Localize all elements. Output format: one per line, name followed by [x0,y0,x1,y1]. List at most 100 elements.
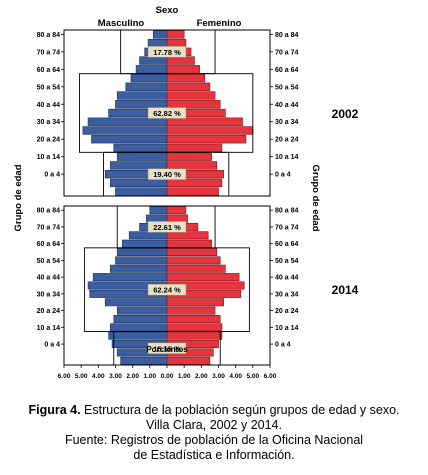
bar-male-2002-0 [152,30,168,39]
caption-line-4: de Estadística e Información. [133,448,295,462]
bar-male-2002-12 [91,135,168,144]
bar-male-2002-4 [135,65,168,74]
bar-female-2014-15 [166,331,223,340]
x-tick-label-4: 2.00 [126,373,139,380]
category-label-right-2014-4: 40 a 44 [275,275,298,282]
category-label-left-2014-2: 60 a 64 [37,241,60,248]
bar-female-2014-3 [166,231,209,240]
bar-female-2002-3 [166,56,195,65]
x-tick-label-8: 2.00 [195,373,208,380]
bar-male-2002-11 [82,126,168,135]
bar-male-2014-5 [116,248,168,257]
bar-male-2014-14 [110,323,168,332]
category-label-left-2002-5: 30 a 34 [37,119,60,126]
category-label-right-2002-4: 40 a 44 [275,102,298,109]
bar-female-2014-7 [166,264,226,273]
box-label-2002-0: 17.78 % [153,48,181,57]
bar-male-2002-8 [115,100,168,109]
bar-female-2002-10 [166,117,243,126]
category-label-right-2014-6: 20 a 24 [275,308,298,315]
bar-male-2014-0 [149,206,168,215]
bar-male-2014-18 [120,356,168,365]
bar-female-2014-11 [166,298,224,307]
bar-female-2014-5 [166,248,218,257]
category-label-left-2014-4: 40 a 44 [37,275,60,282]
box-label-2002-2: 19.40 % [153,170,181,179]
bar-female-2002-17 [166,178,223,188]
x-tick-label-12: 6.00 [264,373,277,380]
category-label-right-2014-7: 10 a 14 [275,325,298,332]
category-label-left-2014-7: 10 a 14 [37,325,60,332]
category-label-left-2014-1: 70 a 74 [37,224,60,231]
bar-male-2014-6 [115,256,168,265]
bar-female-2002-18 [166,187,219,196]
category-label-left-2002-7: 10 a 14 [37,154,60,161]
bar-female-2002-7 [166,91,216,100]
category-label-left-2002-8: 0 a 4 [44,172,60,179]
figure-caption: Figura 4. Estructura de la población seg… [0,403,428,463]
bar-female-2002-13 [166,143,223,153]
bar-female-2014-14 [166,323,223,332]
bar-male-2002-18 [115,187,168,196]
bar-male-2014-8 [92,273,168,282]
bar-male-2002-15 [110,161,168,170]
category-label-right-2002-2: 60 a 64 [275,67,298,74]
y-axis-label-right: Grupo de edad [310,164,321,231]
bar-female-2002-0 [166,30,185,39]
bar-female-2002-1 [166,38,187,48]
x-tick-label-9: 3.00 [212,373,225,380]
bar-male-2002-3 [139,56,168,65]
population-pyramid-chart: Sexo Masculino Femenino Grupo de edad Grupo … [13,5,359,380]
box-label-bg-2014-2 [147,342,187,355]
category-label-left-2002-1: 70 a 74 [37,49,60,56]
category-label-left-2002-4: 40 a 44 [37,102,60,109]
category-label-right-2014-1: 70 a 74 [275,224,298,231]
x-tick-label-7: 1.00 [178,373,191,380]
bar-female-2002-8 [166,100,221,109]
box-label-2014-1: 62.24 % [153,286,181,295]
bar-male-2014-3 [128,231,168,240]
category-label-right-2014-0: 80 a 84 [275,208,298,215]
box-label-bg-2014-1 [147,283,187,296]
x-tick-label-1: 5.00 [75,373,88,380]
y-axis-label-left: Grupo de edad [13,164,24,231]
x-tick-label-3: 3.00 [109,373,122,380]
x-tick-label-0: 6.00 [58,373,71,380]
bar-male-2014-7 [110,264,168,273]
category-label-right-2002-0: 80 a 84 [275,32,298,39]
caption-line-3: Fuente: Registros de población de la Ofi… [64,433,364,447]
series-label-femenino: Femenino [197,18,242,29]
category-label-right-2002-6: 20 a 24 [275,137,298,144]
caption-line-2: Villa Clara, 2002 y 2014. [146,418,282,432]
category-label-right-2002-3: 50 a 54 [275,84,298,91]
category-label-left-2002-3: 50 a 54 [37,84,60,91]
bar-female-2002-12 [166,135,247,144]
caption-line-1: Figura 4. Estructura de la población seg… [0,403,428,418]
bar-female-2014-18 [166,356,211,365]
x-tick-label-6: 0.00 [161,373,174,380]
category-label-right-2002-7: 10 a 14 [275,154,298,161]
category-label-right-2002-8: 0 a 4 [275,172,291,179]
category-label-right-2014-2: 60 a 64 [275,241,298,248]
year-label-2002: 2002 [332,107,359,121]
category-label-left-2002-6: 20 a 24 [37,137,60,144]
bar-male-2002-14 [116,152,168,161]
category-label-left-2014-8: 0 a 4 [44,342,60,349]
bar-male-2002-6 [125,82,168,91]
bar-female-2014-8 [166,273,240,282]
bar-female-2002-5 [166,73,206,83]
bar-male-2014-12 [116,306,168,315]
bar-female-2002-6 [166,82,211,91]
x-tick-label-10: 4.00 [229,373,242,380]
box-label-bg-2002-1 [147,107,187,119]
category-label-left-2014-5: 30 a 34 [37,291,60,298]
x-axis-label: Porcientos [146,345,188,354]
bar-female-2014-0 [166,206,187,215]
bar-female-2002-14 [166,152,212,161]
box-label-bg-2014-0 [147,221,187,233]
bar-female-2014-6 [166,256,221,265]
bar-male-2002-5 [130,73,168,83]
bar-female-2002-11 [166,126,254,135]
bar-female-2014-12 [166,306,216,315]
bar-male-2014-1 [146,214,168,223]
